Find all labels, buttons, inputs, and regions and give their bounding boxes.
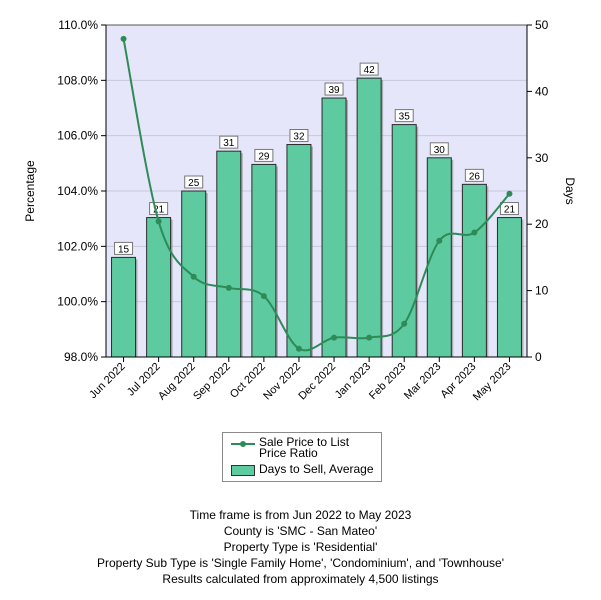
bar-label-box <box>359 62 379 76</box>
y-tick-label: 108.0% <box>57 73 98 87</box>
x-tick-label: Feb 2023 <box>367 361 408 402</box>
note-property-sub-type: Property Sub Type is 'Single Family Home… <box>96 556 505 570</box>
bar-label-box <box>429 142 449 156</box>
bar <box>496 217 522 358</box>
ratio-point <box>506 190 513 197</box>
bar <box>461 183 487 358</box>
bar <box>146 217 172 358</box>
bar-value-label: 25 <box>188 178 200 189</box>
bar-label-box <box>219 135 239 149</box>
bar-value-label: 21 <box>504 205 516 216</box>
bar <box>321 97 347 358</box>
y2-tick-label: 20 <box>535 217 549 231</box>
note-property-type: Property Type is 'Residential' <box>223 540 378 554</box>
y-tick-label: 98.0% <box>64 350 98 364</box>
ratio-point <box>225 284 232 291</box>
bar-value-label: 42 <box>364 65 376 76</box>
legend-item-ratio: Sale Price to List Price Ratio <box>231 435 377 460</box>
x-tick-label: Mar 2023 <box>402 361 443 402</box>
bar-label-box <box>254 148 274 162</box>
bar-value-label: 35 <box>399 112 411 123</box>
bar-value-label: 26 <box>469 171 481 182</box>
bar-label-box <box>394 109 414 123</box>
bar-label-box <box>499 202 519 216</box>
y2-tick-label: 0 <box>535 350 542 364</box>
bar <box>111 256 137 358</box>
y-tick-label: 104.0% <box>57 184 98 198</box>
y-tick-label: 100.0% <box>57 295 98 309</box>
legend-line-swatch <box>231 437 255 447</box>
bar-label-box <box>289 129 309 143</box>
x-tick-label: Aug 2022 <box>156 361 198 403</box>
legend-label: Sale Price to List Price Ratio <box>259 435 350 460</box>
ratio-point <box>471 229 478 236</box>
ratio-point <box>401 320 408 327</box>
combo-chart: 15 21 25 31 29 32 39 42 35 30 26 21 98.0% 100.0% 102.… <box>23 18 577 404</box>
bar-label-box <box>324 82 344 96</box>
x-tick-label: Sep 2022 <box>191 361 233 403</box>
bar-value-label: 29 <box>258 151 270 162</box>
bar-value-label: 39 <box>328 85 340 96</box>
note-time-frame: Time frame is from Jun 2022 to May 2023 <box>189 508 412 522</box>
legend-item-days: Days to Sell, Average <box>231 462 377 476</box>
bar-label-box <box>184 175 204 189</box>
y-axis-title: Percentage <box>23 160 37 222</box>
bar-label-box <box>464 168 484 182</box>
bar-value-label: 31 <box>223 138 235 149</box>
legend-bar-swatch <box>231 465 255 476</box>
legend-label: Days to Sell, Average <box>259 462 374 476</box>
x-tick-label: Nov 2022 <box>261 361 303 403</box>
bar-value-label: 15 <box>118 244 130 255</box>
note-results: Results calculated from approximately 4,… <box>162 572 439 586</box>
chart-notes: Time frame is from Jun 2022 to May 2023 … <box>0 507 601 587</box>
y2-axis-title: Days <box>563 177 577 204</box>
bar-value-label: 30 <box>434 145 446 156</box>
bar <box>356 77 382 358</box>
bar-value-label: 32 <box>293 132 305 143</box>
y-tick-label: 106.0% <box>57 129 98 143</box>
bar <box>286 144 312 358</box>
y2-tick-label: 40 <box>535 84 549 98</box>
y-tick-label: 110.0% <box>58 18 98 32</box>
note-county: County is 'SMC - San Mateo' <box>223 524 378 538</box>
y2-tick-label: 50 <box>535 18 549 32</box>
x-tick-label: Jun 2022 <box>87 361 127 401</box>
ratio-point <box>120 35 127 42</box>
bar-label-box <box>114 241 134 255</box>
y2-tick-label: 30 <box>535 151 549 165</box>
ratio-point <box>190 273 197 280</box>
ratio-point <box>331 334 338 341</box>
bar <box>391 124 417 358</box>
bar-value-label: 21 <box>153 205 165 216</box>
ratio-point <box>366 334 373 341</box>
ratio-point <box>155 218 162 225</box>
y2-tick-label: 10 <box>535 284 549 298</box>
y-tick-label: 102.0% <box>57 239 98 253</box>
x-tick-label: Dec 2022 <box>296 361 338 403</box>
ratio-point <box>260 293 267 300</box>
x-tick-label: May 2023 <box>471 361 514 404</box>
legend: Sale Price to List Price Ratio Days to S… <box>222 432 382 482</box>
ratio-point <box>436 237 443 244</box>
bar <box>216 150 242 358</box>
ratio-point <box>295 345 302 352</box>
bar <box>251 163 277 358</box>
